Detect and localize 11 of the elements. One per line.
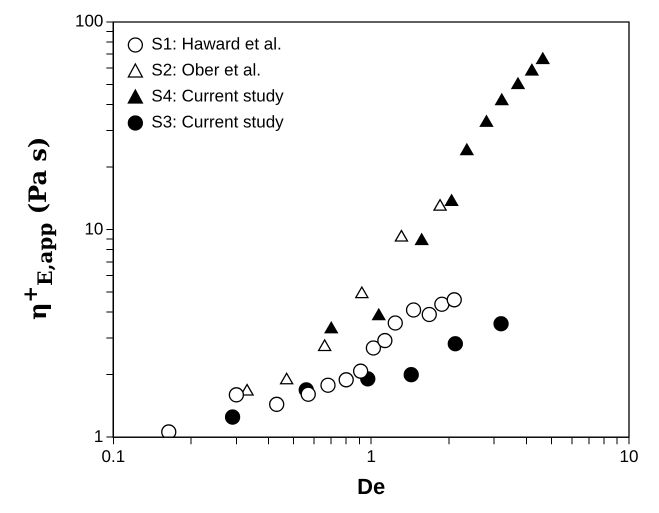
x-axis-title: De <box>357 474 386 499</box>
x-tick-label: 0.1 <box>102 447 126 466</box>
legend-label: S1: Haward et al. <box>151 34 282 54</box>
y-tick-label: 100 <box>74 12 104 31</box>
x-tick-label: 1 <box>366 447 376 466</box>
y-tick-label: 10 <box>84 219 104 238</box>
legend-label: S3: Current study <box>151 112 284 132</box>
legend-label: S4: Current study <box>151 86 284 106</box>
y-tick-label: 1 <box>94 426 104 446</box>
x-tick-label: 10 <box>620 447 638 466</box>
legend-label: S2: Ober et al. <box>151 60 261 80</box>
